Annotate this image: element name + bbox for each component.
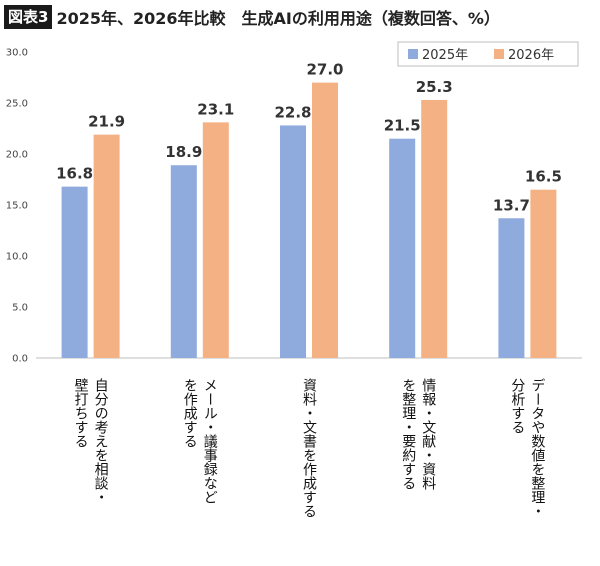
- chart-title: 2025年、2026年比較 生成AIの利用用途（複数回答、%）: [56, 9, 500, 28]
- category-label: 分析する: [509, 378, 525, 434]
- category-label: 情報・文献・資料: [420, 378, 436, 490]
- y-tick-label: 10.0: [6, 252, 28, 263]
- value-label: 21.9: [88, 113, 125, 131]
- legend: 2025年 2026年: [397, 41, 579, 67]
- value-label: 13.7: [493, 196, 530, 214]
- category-label: 資料・文書を作成する: [301, 378, 317, 518]
- y-tick-label: 25.0: [6, 99, 28, 110]
- value-labels: 16.8 18.9 22.8 21.5 13.7 21.9 23.1 27.0 25.3 16.5: [56, 61, 562, 215]
- figure-badge: 図表3: [4, 5, 53, 29]
- value-label: 23.1: [197, 100, 234, 118]
- category-label: メール・議事録など: [202, 378, 218, 504]
- bar-2025: [170, 165, 197, 358]
- title-row: 図表3 2025年、2026年比較 生成AIの利用用途（複数回答、%）: [4, 4, 500, 30]
- bar-2025: [61, 186, 88, 358]
- y-tick-label: 0.0: [12, 354, 28, 365]
- value-label: 22.8: [274, 103, 311, 121]
- bar-2026: [93, 134, 120, 358]
- legend-swatch-2025: [408, 49, 418, 59]
- legend-swatch-2026: [494, 49, 504, 59]
- value-label: 18.9: [165, 143, 202, 161]
- legend-entry: 2025年: [422, 48, 468, 63]
- bar-2025: [498, 218, 525, 358]
- y-tick-label: 5.0: [12, 303, 28, 314]
- legend-entry: 2026年: [508, 48, 554, 63]
- category-label: を整理・要約する: [400, 378, 416, 490]
- value-label: 16.8: [56, 165, 93, 183]
- bar-2026: [421, 99, 448, 358]
- category-label: 壁打ちする: [73, 378, 89, 448]
- value-label: 16.5: [525, 168, 562, 186]
- value-label: 21.5: [384, 117, 421, 135]
- value-label: 25.3: [416, 78, 453, 96]
- y-tick-label: 20.0: [6, 150, 28, 161]
- y-tick-label: 15.0: [6, 201, 28, 212]
- bar-2026: [530, 189, 557, 358]
- legend-box: [397, 41, 579, 67]
- y-tick-label: 30.0: [6, 48, 28, 59]
- value-label: 27.0: [306, 61, 343, 79]
- bar-2025: [389, 138, 416, 358]
- category-label: を作成する: [182, 378, 198, 448]
- bar-2025: [280, 125, 306, 358]
- bar-2026: [312, 82, 338, 358]
- y-axis: 0.0 5.0 10.0 15.0 20.0 25.0 30.0: [6, 48, 582, 365]
- bars: [61, 82, 557, 358]
- category-label: データや数値を整理・: [529, 378, 545, 518]
- bar-2026: [202, 122, 229, 358]
- category-label: 自分の考えを相談・: [93, 378, 109, 504]
